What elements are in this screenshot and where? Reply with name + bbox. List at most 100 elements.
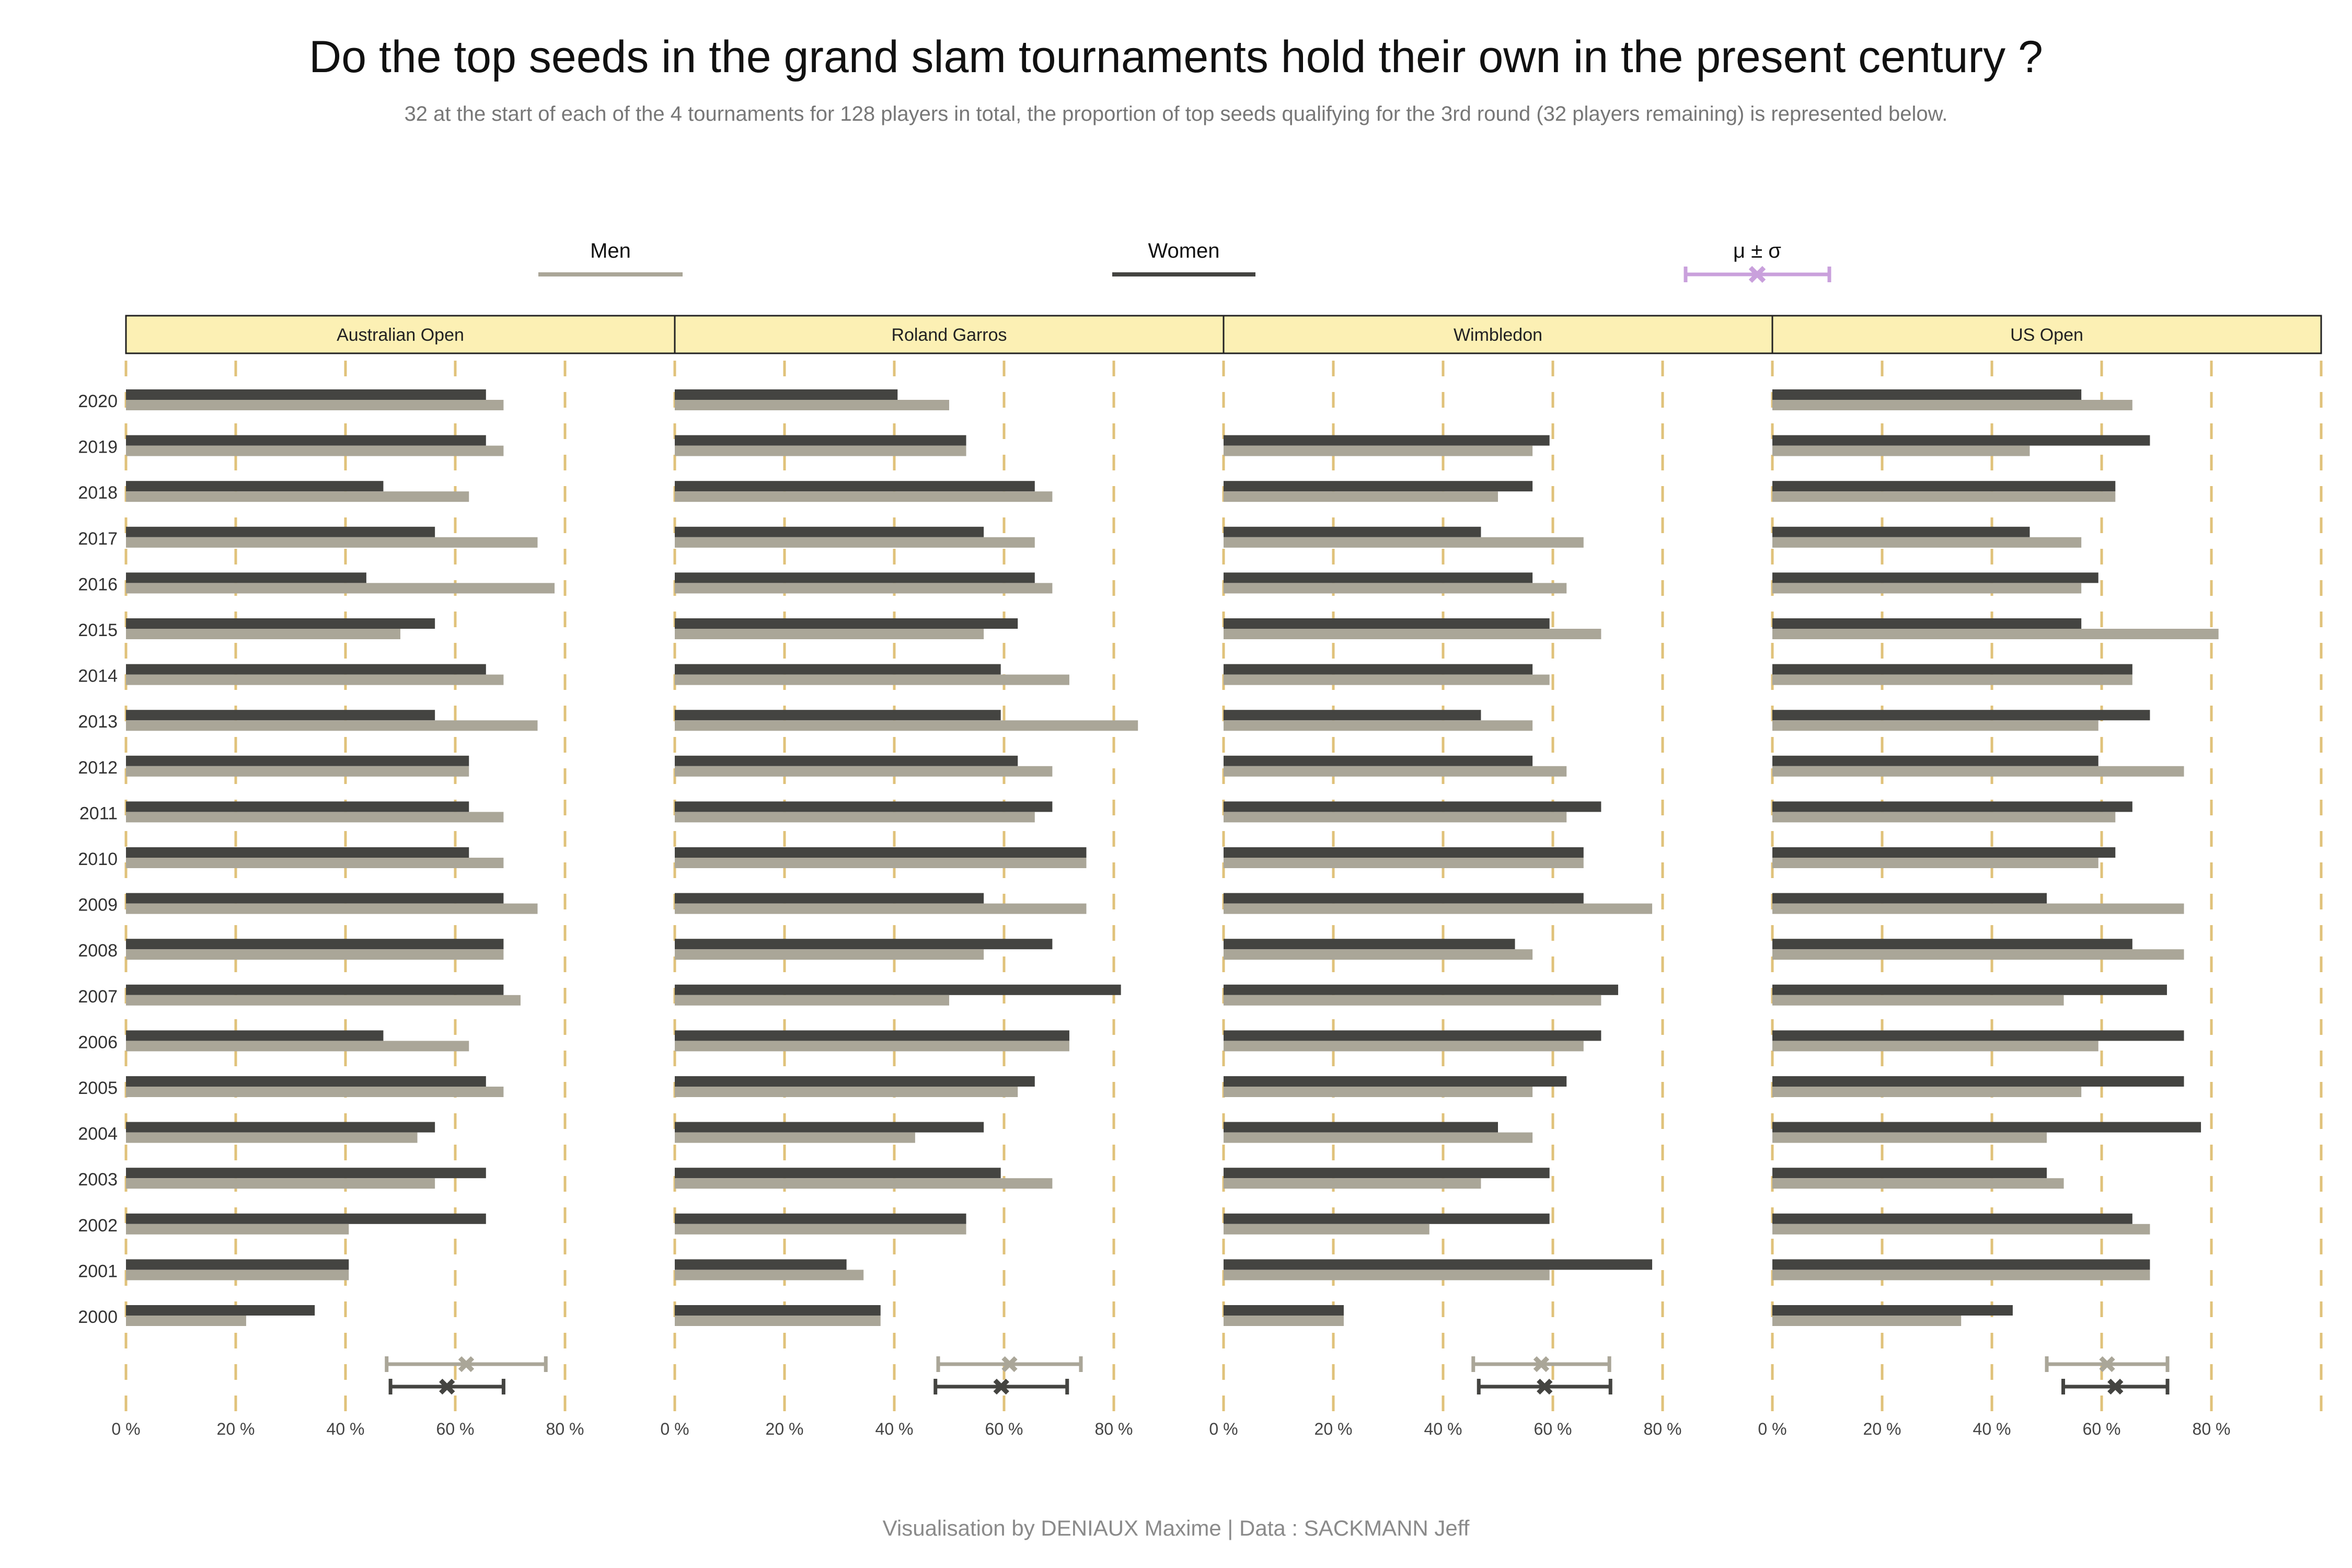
x-tick-label: 20 % bbox=[766, 1420, 804, 1438]
bar-women bbox=[1772, 1168, 2047, 1179]
bar-men bbox=[1772, 1270, 2150, 1281]
year-label: 2015 bbox=[78, 620, 118, 640]
bar-men bbox=[675, 858, 1087, 868]
bar-women bbox=[126, 1030, 384, 1041]
bar-women bbox=[1772, 801, 2132, 812]
bar-men bbox=[1224, 1041, 1584, 1052]
bar-men bbox=[126, 903, 538, 914]
bar-men bbox=[126, 1178, 435, 1189]
bar-women bbox=[675, 1213, 966, 1224]
legend: Men Women μ ± σ bbox=[538, 239, 1831, 283]
bar-men bbox=[1772, 400, 2132, 410]
bar-women bbox=[1772, 893, 2047, 904]
bar-women bbox=[1224, 1168, 1550, 1179]
bar-men bbox=[126, 583, 555, 594]
bar-women bbox=[1772, 1259, 2150, 1270]
bar-men bbox=[126, 812, 504, 823]
panel-title: Roland Garros bbox=[891, 325, 1007, 345]
bar-women bbox=[1224, 1122, 1498, 1133]
x-tick-label: 40 % bbox=[1973, 1420, 2011, 1438]
bar-men bbox=[126, 1132, 418, 1143]
bar-women bbox=[1772, 1122, 2201, 1133]
mean-sd-men bbox=[385, 1356, 548, 1373]
bar-men bbox=[1224, 1270, 1550, 1281]
x-tick-label: 80 % bbox=[2193, 1420, 2231, 1438]
year-label: 2008 bbox=[78, 941, 118, 961]
bar-men bbox=[675, 1316, 881, 1326]
bar-women bbox=[1772, 847, 2116, 858]
bar-women bbox=[1224, 1213, 1550, 1224]
x-tick-label: 40 % bbox=[1424, 1420, 1462, 1438]
x-tick-label: 40 % bbox=[875, 1420, 914, 1438]
bar-men bbox=[126, 445, 504, 456]
bar-men bbox=[126, 720, 538, 731]
bar-men bbox=[1224, 858, 1584, 868]
bar-men bbox=[675, 674, 1069, 685]
bar-women bbox=[675, 1259, 847, 1270]
bar-men bbox=[1224, 629, 1601, 639]
bar-women bbox=[675, 1305, 881, 1316]
bar-men bbox=[675, 1270, 864, 1281]
bar-men bbox=[675, 949, 984, 960]
year-label: 2007 bbox=[78, 987, 118, 1007]
bar-women bbox=[126, 1168, 486, 1179]
bar-women bbox=[1772, 572, 2099, 583]
bar-men bbox=[1772, 445, 2030, 456]
bar-women bbox=[1224, 572, 1533, 583]
bar-women bbox=[1224, 847, 1584, 858]
year-label: 2013 bbox=[78, 712, 118, 732]
bar-men bbox=[1772, 1224, 2150, 1235]
bar-women bbox=[1224, 526, 1481, 537]
panel-title: Wimbledon bbox=[1454, 325, 1542, 345]
bar-women bbox=[126, 435, 486, 446]
mean-sd-women bbox=[388, 1378, 505, 1395]
legend-women-label: Women bbox=[1148, 239, 1219, 262]
bar-men bbox=[675, 766, 1053, 777]
chart-title: Do the top seeds in the grand slam tourn… bbox=[309, 32, 2043, 82]
bar-men bbox=[126, 949, 504, 960]
bar-women bbox=[126, 572, 366, 583]
bar-men bbox=[126, 1041, 469, 1052]
bar-women bbox=[126, 893, 504, 904]
bar-women bbox=[126, 664, 486, 675]
x-tick-label: 60 % bbox=[985, 1420, 1023, 1438]
bar-women bbox=[675, 847, 1087, 858]
bar-men bbox=[126, 1316, 246, 1326]
x-tick-label: 60 % bbox=[2083, 1420, 2121, 1438]
legend-stat-swatch bbox=[1684, 266, 1831, 283]
panel-strip bbox=[125, 315, 676, 354]
year-label: 2018 bbox=[78, 483, 118, 503]
bar-women bbox=[1224, 710, 1481, 721]
bar-men bbox=[1224, 720, 1533, 731]
bar-women bbox=[675, 893, 984, 904]
bar-women bbox=[1772, 1305, 2013, 1316]
bar-men bbox=[126, 629, 400, 639]
bar-women bbox=[675, 1168, 1001, 1179]
bar-women bbox=[675, 1030, 1069, 1041]
bar-men bbox=[1224, 1087, 1533, 1097]
y-axis-year-labels: 2020 2019 2018 2017 2016 2015 2014 2013 2012 2011… bbox=[78, 391, 118, 1327]
bar-women bbox=[675, 939, 1053, 950]
bar-women bbox=[126, 1259, 349, 1270]
bar-men bbox=[675, 1041, 1069, 1052]
bar-men bbox=[126, 491, 469, 502]
mean-sd-women bbox=[2061, 1378, 2170, 1395]
bar-women bbox=[675, 389, 898, 400]
bar-men bbox=[1224, 537, 1584, 548]
chart-caption: Visualisation by DENIAUX Maxime | Data :… bbox=[882, 1516, 1470, 1540]
bar-women bbox=[126, 526, 435, 537]
bar-men bbox=[1772, 629, 2219, 639]
mean-sd-women bbox=[933, 1378, 1069, 1395]
bar-men bbox=[1772, 1316, 1962, 1326]
bar-men bbox=[1772, 491, 2116, 502]
bar-men bbox=[1224, 1224, 1429, 1235]
bar-women bbox=[675, 755, 1018, 766]
year-label: 2020 bbox=[78, 391, 118, 411]
bar-men bbox=[126, 995, 521, 1006]
bar-women bbox=[1224, 481, 1533, 492]
bar-women bbox=[1772, 1213, 2132, 1224]
bar-men bbox=[675, 1087, 1018, 1097]
bar-men bbox=[675, 537, 1035, 548]
bar-men bbox=[1224, 812, 1567, 823]
bar-women bbox=[1772, 939, 2132, 950]
